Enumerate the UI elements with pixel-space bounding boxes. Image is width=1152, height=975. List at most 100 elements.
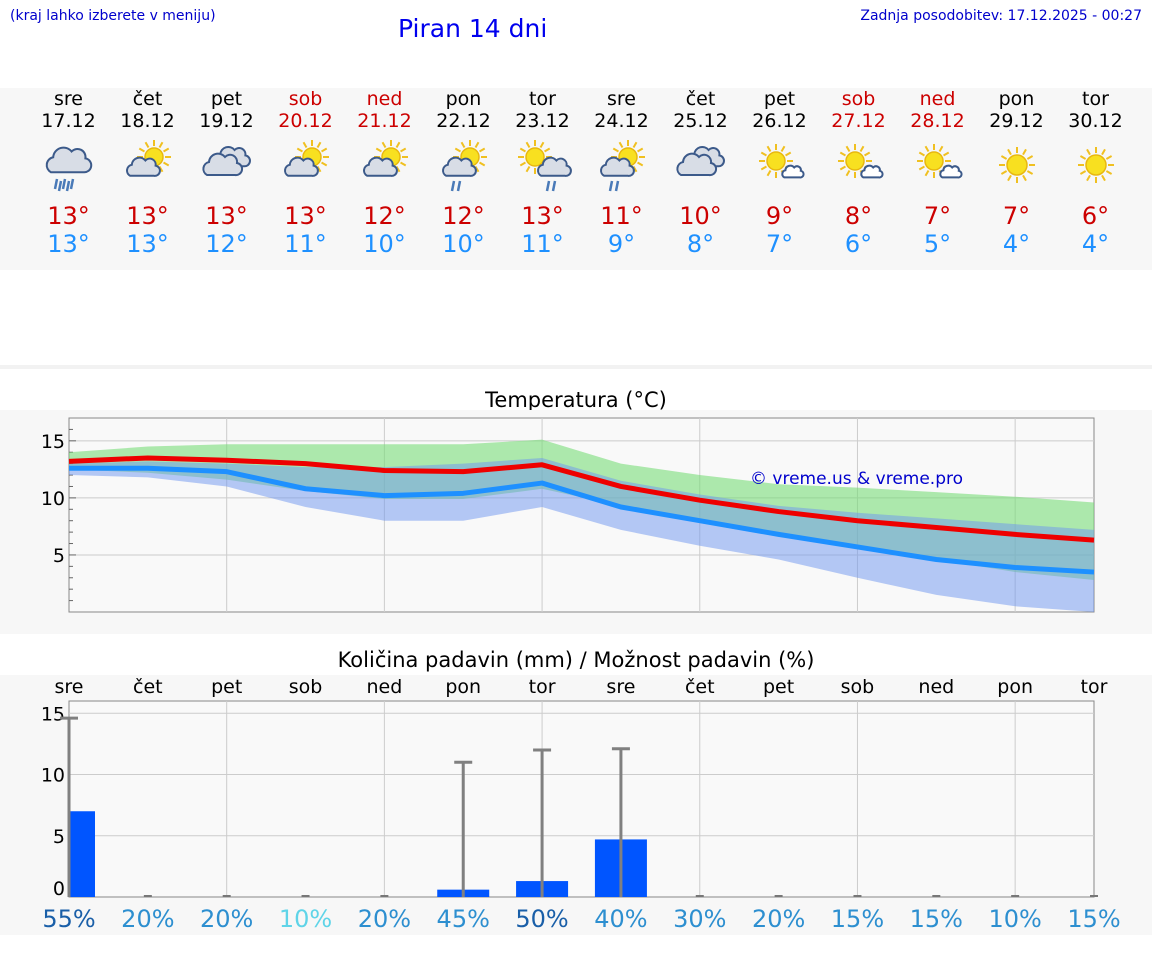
day-name: sre: [54, 88, 83, 110]
max-temp-line: [68, 455, 1095, 543]
category-label: pet: [211, 676, 242, 698]
category-label: pet: [763, 676, 794, 698]
temp-min: 12°: [205, 230, 248, 258]
day-name: pet: [763, 88, 796, 110]
temp-max: 11°: [600, 202, 643, 230]
day-forecast: sre 24.12 11° 9°: [582, 88, 661, 258]
temp-min: 7°: [765, 230, 794, 258]
day-date: 22.12: [436, 110, 491, 132]
day-name: sob: [841, 88, 876, 110]
min-range-band: [69, 457, 1094, 612]
day-forecast-row: sre 17.12 13° 13° čet 18.12 13° 13° pet 19.12 13° 1…: [0, 88, 1152, 270]
precip-probability: 30%: [673, 905, 726, 933]
temp-min: 5°: [923, 230, 952, 258]
temp-max: 10°: [679, 202, 722, 230]
day-date: 27.12: [831, 110, 886, 132]
day-forecast: čet 18.12 13° 13°: [108, 88, 187, 258]
category-label: sob: [289, 676, 323, 698]
temp-min: 13°: [126, 230, 169, 258]
day-name: čet: [132, 88, 163, 110]
precip-probability: 10%: [279, 905, 332, 933]
cloud-rain-heavy-icon: [29, 132, 108, 202]
temp-max: 6°: [1081, 202, 1110, 230]
temp-min: 9°: [607, 230, 636, 258]
day-forecast: sob 20.12 13° 11°: [266, 88, 345, 258]
sun-small-cloud-icon: [898, 132, 977, 202]
y-tick-label: 5: [53, 826, 65, 848]
day-forecast: pon 29.12 7° 4°: [977, 88, 1056, 258]
day-date: 30.12: [1068, 110, 1123, 132]
y-tick-label: 10: [41, 488, 65, 510]
y-tick-label: 0: [53, 878, 65, 900]
day-forecast: pon 22.12 12° 10°: [424, 88, 503, 258]
category-label: sre: [606, 676, 635, 698]
sun-cloud-icon: [345, 132, 424, 202]
day-name: ned: [919, 88, 956, 110]
day-forecast: pet 26.12 9° 7°: [740, 88, 819, 258]
temp-max: 7°: [923, 202, 952, 230]
category-label: sre: [55, 676, 84, 698]
cloudy-icon: [661, 132, 740, 202]
temp-min: 13°: [47, 230, 90, 258]
day-name: pon: [998, 88, 1035, 110]
forecast-band: [0, 88, 1152, 270]
day-name: tor: [1082, 88, 1109, 110]
sun-small-cloud-icon: [819, 132, 898, 202]
temperature-chart: 5 10 15 © vreme.us & vreme.pro: [41, 417, 1095, 613]
precip-probability: 45%: [437, 905, 490, 933]
y-tick-label: 15: [41, 431, 65, 453]
day-date: 26.12: [752, 110, 807, 132]
temp-max: 8°: [844, 202, 873, 230]
temp-min: 11°: [284, 230, 327, 258]
temp-min: 4°: [1081, 230, 1110, 258]
precip-probability: 15%: [1067, 905, 1120, 933]
day-date: 28.12: [910, 110, 965, 132]
day-date: 19.12: [199, 110, 254, 132]
day-name: pet: [210, 88, 243, 110]
sun-cloud-rain-icon: [582, 132, 661, 202]
y-tick-label: 15: [41, 703, 65, 725]
precip-probability: 40%: [594, 905, 647, 933]
precipitation-chart: sre čet pet sob ned pon tor sre čet pet sob ned pon t…: [41, 676, 1121, 933]
precip-probability: 10%: [988, 905, 1041, 933]
temp-min: 6°: [844, 230, 873, 258]
category-label: sob: [841, 676, 875, 698]
category-label: pon: [997, 676, 1033, 698]
day-forecast: sre 17.12 13° 13°: [29, 88, 108, 258]
y-tick-label: 5: [53, 545, 65, 567]
watermark: © vreme.us & vreme.pro: [750, 469, 963, 489]
y-tick-label: 10: [41, 765, 65, 787]
day-forecast: ned 21.12 12° 10°: [345, 88, 424, 258]
temp-max: 12°: [363, 202, 406, 230]
precip-bar: [69, 811, 95, 897]
sun-cloud-rain-icon: [424, 132, 503, 202]
temp-chart-title: Temperatura (°C): [485, 388, 667, 412]
category-label: pon: [445, 676, 481, 698]
sun-cloud-rain-right-icon: [503, 132, 582, 202]
temp-max: 13°: [205, 202, 248, 230]
day-forecast: tor 30.12 6° 4°: [1056, 88, 1135, 258]
category-label: tor: [1081, 676, 1108, 698]
min-temp-line: [69, 465, 1095, 575]
category-label: čet: [685, 676, 715, 698]
temp-min: 10°: [363, 230, 406, 258]
sun-icon: [977, 132, 1056, 202]
sun-cloud-icon: [108, 132, 187, 202]
precip-probability: 20%: [121, 905, 174, 933]
temp-min: 8°: [686, 230, 715, 258]
temp-min: 4°: [1002, 230, 1031, 258]
temp-min: 11°: [521, 230, 564, 258]
day-forecast: sob 27.12 8° 6°: [819, 88, 898, 258]
day-date: 20.12: [278, 110, 333, 132]
precip-probability: 15%: [831, 905, 884, 933]
sun-small-cloud-icon: [740, 132, 819, 202]
day-name: tor: [529, 88, 556, 110]
day-date: 24.12: [594, 110, 649, 132]
temp-max: 13°: [284, 202, 327, 230]
precip-probability: 20%: [358, 905, 411, 933]
day-forecast: pet 19.12 13° 12°: [187, 88, 266, 258]
category-label: čet: [133, 676, 163, 698]
category-label: tor: [529, 676, 556, 698]
temp-max: 13°: [126, 202, 169, 230]
day-name: ned: [366, 88, 403, 110]
